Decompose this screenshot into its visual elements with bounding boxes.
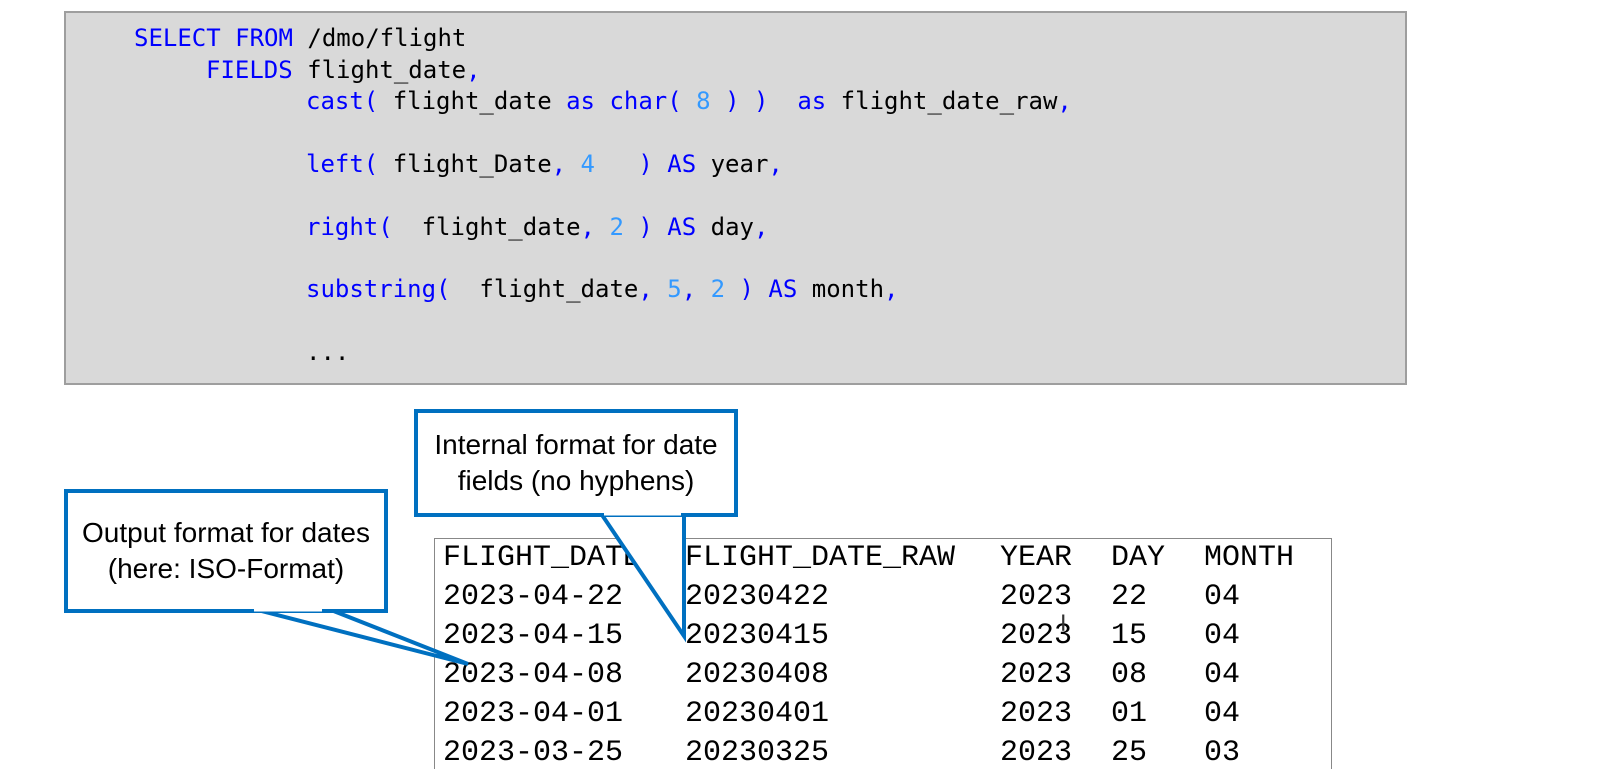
table-cell: 20230325 [685, 736, 830, 769]
punct: ) [595, 150, 653, 178]
punct: , [681, 275, 697, 303]
code-text: flight_date [378, 87, 567, 115]
column-header: MONTH [1204, 541, 1295, 575]
table-cell: 20230415 [685, 619, 830, 653]
code-text: flight_date [392, 213, 581, 241]
code-text: flight_Date [378, 150, 552, 178]
number: 8 [681, 87, 726, 115]
keyword-as: AS [652, 213, 697, 241]
punct: , [551, 150, 567, 178]
table-cell: 15 [1111, 619, 1148, 653]
table-cell: 2023 [1000, 580, 1073, 614]
punct: , [638, 275, 653, 303]
code-listing: SELECT FROM /dmo/flight FIELDS flight_da… [66, 13, 1072, 366]
table-cell: 2023 [1000, 619, 1073, 653]
code-text: flight_date [292, 56, 467, 84]
punct: , [884, 275, 899, 303]
punct: ) [725, 275, 754, 303]
punct: ) ) [725, 87, 769, 115]
fn-left: left( [306, 150, 379, 178]
code-text: flight_date [450, 275, 639, 303]
code-line-2: FIELDS flight_date, [206, 54, 481, 86]
keyword-as: as [566, 87, 595, 115]
table-cell: 08 [1111, 658, 1148, 692]
code-line-5: right( flight_date, 2 ) AS day, [306, 211, 768, 243]
code-text: month [797, 275, 885, 303]
code-text: year [696, 150, 769, 178]
table-cell: 22 [1111, 580, 1148, 614]
code-line-4: left( flight_Date, 4 ) AS year, [306, 148, 783, 180]
punct: , [580, 213, 595, 241]
internal-format-callout: Internal format for date fields (no hyph… [414, 409, 738, 517]
keyword-select-from: SELECT FROM [134, 24, 293, 52]
number: 4 [566, 150, 595, 178]
column-header: DAY [1111, 541, 1166, 575]
output-format-text: Output format for dates (here: ISO-Forma… [82, 517, 370, 584]
result-table: FLIGHT_DATE FLIGHT_DATE_RAW YEAR DAY MONTH 20… [434, 538, 1332, 769]
code-line-3: cast( flight_date as char( 8 ) ) as flig… [306, 85, 1072, 117]
keyword-as: as [797, 87, 827, 115]
text-cursor-icon: Ι [1060, 612, 1067, 637]
punct: , [768, 150, 783, 178]
fn-right: right( [306, 213, 393, 241]
output-format-callout: Output format for dates (here: ISO-Forma… [64, 489, 388, 613]
table-cell: 20230401 [685, 697, 830, 731]
table-cell: 2023-04-22 [443, 580, 624, 614]
table-cell: 2023-04-15 [443, 619, 624, 653]
fn-substring: substring( [306, 275, 451, 303]
keyword-as: AS [652, 150, 697, 178]
table-cell: 04 [1204, 697, 1241, 731]
code-line-6: substring( flight_date, 5, 2 ) AS month, [306, 273, 898, 305]
table-cell: 2023-04-01 [443, 697, 624, 731]
code-line-1: SELECT FROM /dmo/flight [134, 22, 466, 54]
table-cell: 20230408 [685, 658, 830, 692]
table-cell: 2023 [1000, 697, 1073, 731]
table-cell: 25 [1111, 736, 1148, 769]
code-line-7: ... [306, 336, 349, 368]
table-cell: 04 [1204, 619, 1241, 653]
column-header: FLIGHT_DATE [443, 541, 642, 575]
number: 2 [595, 213, 624, 241]
fn-char: char( [595, 87, 682, 115]
number: 5 [652, 275, 682, 303]
table-cell: 03 [1204, 736, 1241, 769]
punct: , [466, 56, 481, 84]
column-header: YEAR [1000, 541, 1073, 575]
code-text: day [696, 213, 754, 241]
table-cell: 01 [1111, 697, 1148, 731]
code-text: /dmo/flight [292, 24, 467, 52]
ellipsis: ... [306, 338, 350, 366]
column-header: FLIGHT_DATE_RAW [685, 541, 956, 575]
table-cell: 04 [1204, 580, 1241, 614]
fn-cast: cast( [306, 87, 379, 115]
table-cell: 2023-04-08 [443, 658, 624, 692]
keyword-fields: FIELDS [206, 56, 293, 84]
table-cell: 04 [1204, 658, 1241, 692]
table-cell: 2023 [1000, 658, 1073, 692]
internal-format-text: Internal format for date fields (no hyph… [434, 429, 718, 496]
punct: ) [623, 213, 653, 241]
punct: , [1057, 87, 1072, 115]
keyword-as: AS [753, 275, 798, 303]
table-cell: 2023 [1000, 736, 1073, 769]
number: 2 [696, 275, 726, 303]
code-text: flight_date_raw [826, 87, 1058, 115]
table-cell: 20230422 [685, 580, 830, 614]
table-cell: 2023-03-25 [443, 736, 624, 769]
code-block: SELECT FROM /dmo/flight FIELDS flight_da… [64, 11, 1407, 385]
punct: , [753, 213, 769, 241]
